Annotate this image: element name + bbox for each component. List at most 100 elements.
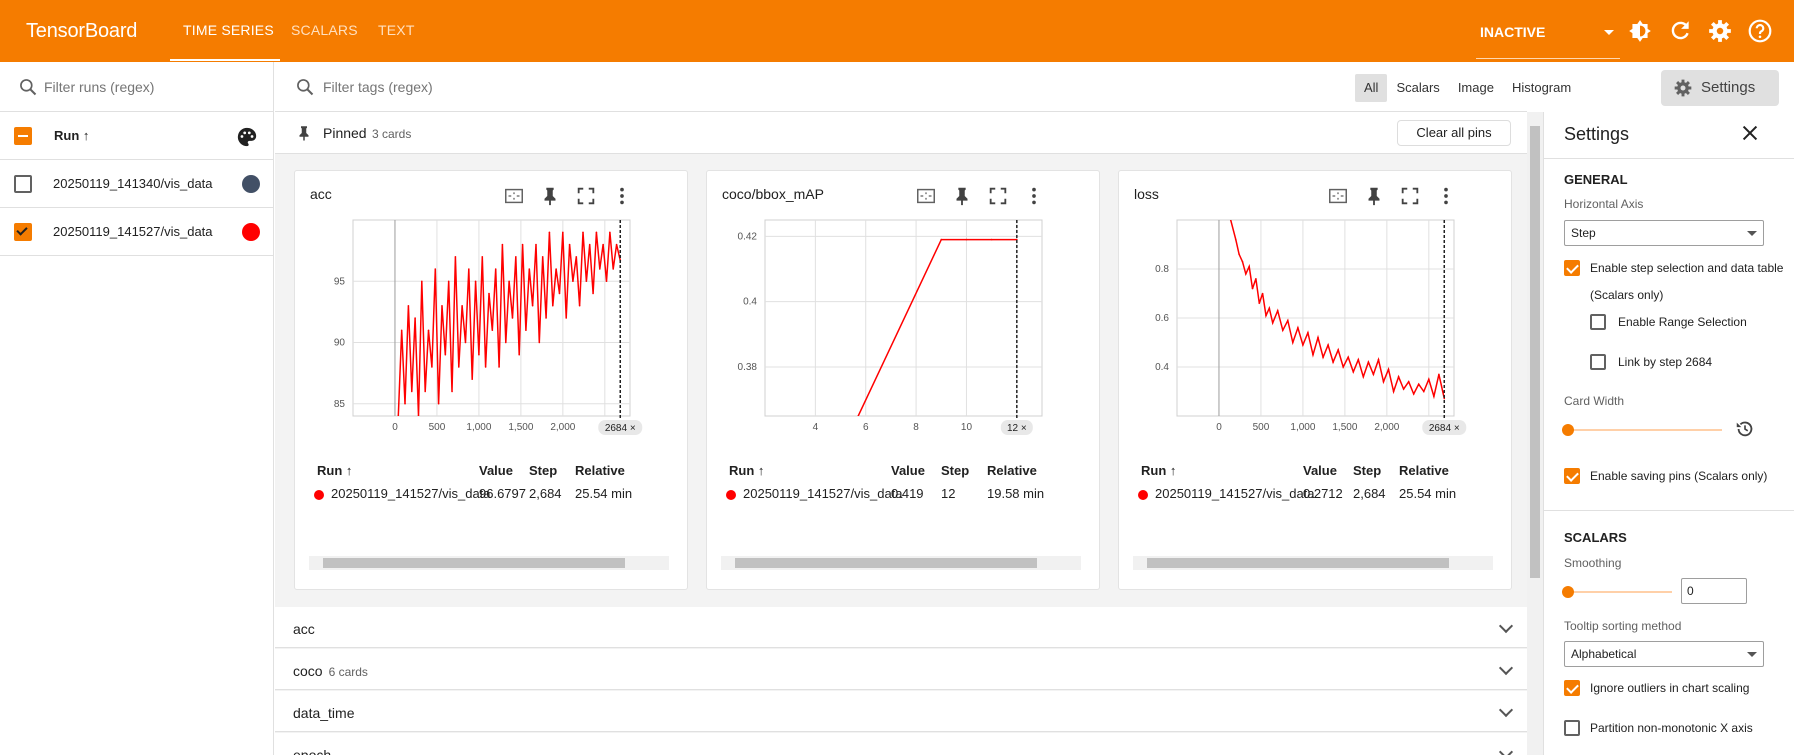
tag-group-acc[interactable]: acc bbox=[275, 607, 1527, 648]
chevron-down-icon[interactable] bbox=[1498, 744, 1514, 755]
tab-text[interactable]: TEXT bbox=[378, 22, 415, 38]
run-column-header[interactable]: Run ↑ bbox=[54, 128, 90, 143]
tooltip-sort-select[interactable]: Alphabetical bbox=[1564, 641, 1764, 667]
horizontal-scrollbar[interactable] bbox=[309, 556, 669, 570]
scrollbar-thumb[interactable] bbox=[735, 558, 1037, 568]
partition-checkbox[interactable] bbox=[1564, 720, 1580, 736]
fullscreen-icon[interactable] bbox=[987, 185, 1009, 207]
run-row[interactable]: 20250119_141340/vis_data bbox=[0, 160, 274, 208]
close-icon[interactable] bbox=[1739, 122, 1761, 144]
series-group bbox=[1229, 220, 1446, 400]
smoothing-input[interactable]: 0 bbox=[1681, 578, 1747, 604]
run-color-dot bbox=[1138, 490, 1148, 500]
fit-to-data-icon[interactable] bbox=[503, 185, 525, 207]
run-column-header[interactable]: Run ↑ bbox=[317, 463, 353, 478]
run-column-header[interactable]: Run ↑ bbox=[729, 463, 765, 478]
pin-icon[interactable] bbox=[1363, 185, 1385, 207]
run-row[interactable]: 20250119_141527/vis_data bbox=[0, 208, 274, 256]
clear-all-pins-button[interactable]: Clear all pins bbox=[1397, 120, 1511, 146]
chevron-down-icon[interactable] bbox=[1498, 702, 1514, 718]
scrollbar-thumb[interactable] bbox=[1530, 126, 1540, 578]
chevron-down-icon[interactable] bbox=[1604, 30, 1614, 35]
link-by-step-checkbox[interactable] bbox=[1590, 354, 1606, 370]
value-column-header[interactable]: Value bbox=[479, 463, 513, 478]
series-line[interactable] bbox=[1229, 220, 1446, 400]
data-point bbox=[431, 366, 433, 368]
inactive-plugins-dropdown[interactable]: INACTIVE bbox=[1480, 24, 1546, 40]
tab-time-series[interactable]: TIME SERIES bbox=[183, 22, 274, 38]
type-all-button[interactable]: All bbox=[1355, 74, 1388, 102]
horizontal-scrollbar[interactable] bbox=[721, 556, 1081, 570]
gear-icon[interactable] bbox=[1707, 18, 1733, 44]
type-scalars-button[interactable]: Scalars bbox=[1396, 80, 1440, 95]
data-point bbox=[1402, 388, 1405, 390]
run-cell: 20250119_141527/vis_data bbox=[331, 486, 491, 501]
scrollbar-thumb[interactable] bbox=[1147, 558, 1449, 568]
fit-to-data-icon[interactable] bbox=[915, 185, 937, 207]
dark-mode-icon[interactable] bbox=[1627, 18, 1653, 44]
run-column-header[interactable]: Run ↑ bbox=[1141, 463, 1177, 478]
run-color-swatch[interactable] bbox=[242, 223, 260, 241]
main-scrollbar[interactable] bbox=[1527, 112, 1543, 755]
reset-icon[interactable] bbox=[1734, 418, 1756, 440]
value-column-header[interactable]: Value bbox=[891, 463, 925, 478]
pin-icon[interactable] bbox=[951, 185, 973, 207]
range-selection-checkbox[interactable] bbox=[1590, 314, 1606, 330]
more-vert-icon[interactable] bbox=[611, 185, 633, 207]
horizontal-scrollbar[interactable] bbox=[1133, 556, 1493, 570]
fullscreen-icon[interactable] bbox=[1399, 185, 1421, 207]
tab-scalars[interactable]: SCALARS bbox=[291, 22, 358, 38]
step-column-header[interactable]: Step bbox=[1353, 463, 1382, 478]
step-column-header[interactable]: Step bbox=[941, 463, 970, 478]
relative-column-header[interactable]: Relative bbox=[1399, 463, 1449, 478]
smoothing-slider-knob[interactable] bbox=[1562, 586, 1574, 598]
fullscreen-icon[interactable] bbox=[575, 185, 597, 207]
tag-group-coco[interactable]: coco 6 cards bbox=[275, 649, 1527, 690]
saving-pins-checkbox[interactable] bbox=[1564, 468, 1580, 484]
type-histogram-button[interactable]: Histogram bbox=[1511, 80, 1572, 95]
run-checkbox[interactable] bbox=[14, 223, 32, 241]
series-line[interactable] bbox=[857, 238, 1017, 416]
fit-to-data-icon[interactable] bbox=[1327, 185, 1349, 207]
value-cell: 0.2712 bbox=[1303, 486, 1343, 501]
step-selection-checkbox[interactable] bbox=[1564, 260, 1580, 276]
card-width-slider-knob[interactable] bbox=[1562, 424, 1574, 436]
smoothing-slider[interactable] bbox=[1568, 591, 1672, 593]
refresh-icon[interactable] bbox=[1667, 18, 1693, 44]
type-image-button[interactable]: Image bbox=[1457, 80, 1494, 95]
step-badge[interactable]: 2684 × bbox=[1422, 420, 1467, 435]
series-line[interactable] bbox=[397, 232, 622, 416]
chevron-down-icon[interactable] bbox=[1498, 618, 1514, 634]
relative-column-header[interactable]: Relative bbox=[987, 463, 1037, 478]
pin-icon[interactable] bbox=[539, 185, 561, 207]
card-width-slider[interactable] bbox=[1568, 429, 1722, 431]
value-column-header[interactable]: Value bbox=[1303, 463, 1337, 478]
run-color-swatch[interactable] bbox=[242, 175, 260, 193]
horizontal-axis-select[interactable]: Step bbox=[1564, 220, 1764, 246]
more-vert-icon[interactable] bbox=[1023, 185, 1045, 207]
x-tick-label: 0 bbox=[392, 422, 398, 433]
step-column-header[interactable]: Step bbox=[529, 463, 558, 478]
more-vert-icon[interactable] bbox=[1435, 185, 1457, 207]
relative-column-header[interactable]: Relative bbox=[575, 463, 625, 478]
tag-filter-input[interactable]: Filter tags (regex) bbox=[323, 79, 433, 95]
palette-icon[interactable] bbox=[236, 126, 258, 148]
settings-button[interactable]: Settings bbox=[1661, 70, 1779, 106]
data-point bbox=[605, 280, 608, 283]
run-checkbox[interactable] bbox=[14, 175, 32, 193]
step-badge[interactable]: 2684 × bbox=[598, 420, 643, 435]
select-all-checkbox[interactable] bbox=[14, 127, 32, 145]
chevron-down-icon[interactable] bbox=[1498, 660, 1514, 676]
tag-group-epoch[interactable]: epoch bbox=[275, 733, 1527, 755]
scrollbar-thumb[interactable] bbox=[323, 558, 625, 568]
step-badge[interactable]: 12 × bbox=[1000, 420, 1033, 435]
y-tick-label: 85 bbox=[334, 399, 346, 410]
x-tick-label: 8 bbox=[913, 422, 919, 433]
help-icon[interactable] bbox=[1747, 18, 1773, 44]
ignore-outliers-checkbox[interactable] bbox=[1564, 680, 1580, 696]
run-filter-input[interactable]: Filter runs (regex) bbox=[44, 79, 155, 95]
tag-group-data-time[interactable]: data_time bbox=[275, 691, 1527, 732]
